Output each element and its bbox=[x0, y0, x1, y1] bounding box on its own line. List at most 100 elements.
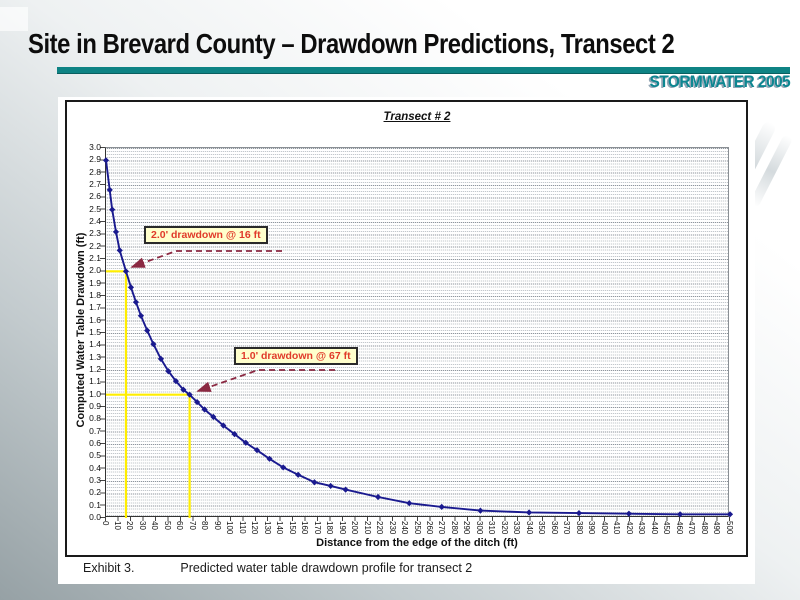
x-tick-label: 310 bbox=[487, 521, 497, 535]
chart-title: Transect # 2 bbox=[383, 111, 451, 123]
yellow-reference-lines bbox=[106, 270, 191, 518]
x-tick-label: 220 bbox=[375, 521, 385, 535]
x-tick-label: 50 bbox=[162, 521, 172, 530]
drawdown-curve-chart bbox=[102, 157, 734, 518]
x-tick-label: 100 bbox=[225, 521, 235, 535]
x-tick-label: 400 bbox=[599, 521, 609, 535]
x-tick-label: 20 bbox=[125, 521, 135, 530]
x-tick-label: 120 bbox=[250, 521, 260, 535]
x-tick-label: 360 bbox=[549, 521, 559, 535]
y-tick-label: 0.3 bbox=[89, 475, 101, 485]
y-tick-label: 2.3 bbox=[89, 228, 101, 239]
x-tick-label: 190 bbox=[337, 521, 347, 535]
x-tick-label: 0 bbox=[100, 521, 110, 526]
x-tick-label: 500 bbox=[724, 521, 734, 535]
x-tick-label: 90 bbox=[212, 521, 222, 530]
y-tick-label: 1.3 bbox=[89, 351, 101, 362]
y-tick-label: 2.7 bbox=[89, 179, 101, 189]
stormwater-2005-logo: STORMWATER 2005 bbox=[649, 72, 790, 91]
x-tick-label: 250 bbox=[412, 521, 422, 535]
x-tick-label: 480 bbox=[699, 521, 709, 535]
x-tick-label: 150 bbox=[287, 521, 297, 535]
x-tick-label: 420 bbox=[624, 521, 634, 535]
y-tick-label: 1.5 bbox=[89, 327, 101, 337]
x-tick-label: 230 bbox=[387, 521, 397, 535]
x-tick-label: 10 bbox=[112, 521, 122, 530]
annotation-callout: 2.0' drawdown @ 16 ft bbox=[144, 226, 268, 244]
y-tick-label: 1.1 bbox=[89, 376, 101, 387]
y-tick-label: 1.4 bbox=[89, 339, 101, 350]
x-tick-label: 140 bbox=[275, 521, 285, 535]
y-tick-label: 1.6 bbox=[89, 314, 101, 325]
drawdown-series bbox=[102, 157, 734, 518]
x-tick-label: 350 bbox=[537, 521, 547, 535]
x-tick-label: 450 bbox=[662, 521, 672, 535]
y-tick-label: 3.0 bbox=[89, 142, 101, 152]
corner-highlight bbox=[0, 7, 28, 31]
x-tick-label: 160 bbox=[300, 521, 310, 535]
x-tick-label: 370 bbox=[562, 521, 572, 535]
x-tick-label: 60 bbox=[175, 521, 185, 530]
x-tick-label: 210 bbox=[362, 521, 372, 535]
chart-frame: Transect # 2 Computed Water Table Drawdo… bbox=[65, 100, 748, 557]
y-axis-tick-marks bbox=[100, 147, 105, 518]
x-tick-label: 260 bbox=[424, 521, 434, 535]
x-tick-label: 240 bbox=[400, 521, 410, 535]
x-tick-label: 70 bbox=[187, 521, 197, 530]
x-tick-label: 460 bbox=[674, 521, 684, 535]
y-tick-label: 2.0 bbox=[89, 265, 101, 276]
x-tick-label: 110 bbox=[237, 521, 247, 534]
x-tick-label: 390 bbox=[587, 521, 597, 535]
caption-text: Predicted water table drawdown profile f… bbox=[180, 561, 473, 575]
x-tick-label: 30 bbox=[137, 521, 147, 530]
y-tick-label: 2.6 bbox=[89, 191, 101, 202]
y-tick-label: 2.2 bbox=[89, 240, 101, 251]
y-tick-label: 0.9 bbox=[89, 401, 101, 411]
x-tick-label: 270 bbox=[437, 521, 447, 535]
page-title: Site in Brevard County – Drawdown Predic… bbox=[28, 28, 675, 59]
x-tick-label: 300 bbox=[474, 521, 484, 535]
x-tick-label: 280 bbox=[449, 521, 459, 535]
plot-area: 2.0' drawdown @ 16 ft 1.0' drawdown @ 67 … bbox=[102, 147, 734, 518]
y-tick-label: 0.5 bbox=[89, 450, 101, 461]
title-divider-rule bbox=[57, 67, 790, 74]
y-tick-label: 0.0 bbox=[89, 512, 101, 522]
y-tick-label: 0.6 bbox=[89, 438, 101, 448]
y-tick-label: 2.5 bbox=[89, 203, 101, 214]
x-tick-label: 380 bbox=[574, 521, 584, 535]
exhibit-caption: Exhibit 3. Predicted water table drawdown… bbox=[83, 561, 472, 575]
x-tick-label: 320 bbox=[499, 521, 509, 535]
y-tick-label: 0.2 bbox=[89, 487, 101, 498]
x-tick-label: 180 bbox=[325, 521, 335, 535]
annotation-callout: 1.0' drawdown @ 67 ft bbox=[234, 347, 358, 365]
y-tick-label: 1.9 bbox=[89, 277, 101, 288]
y-tick-label: 1.0 bbox=[89, 388, 101, 399]
y-tick-label: 0.8 bbox=[89, 413, 101, 424]
y-tick-label: 0.4 bbox=[89, 462, 101, 473]
x-tick-label: 490 bbox=[712, 521, 722, 535]
x-tick-label: 80 bbox=[200, 521, 210, 530]
x-tick-label: 170 bbox=[312, 521, 322, 535]
content-panel: Transect # 2 Computed Water Table Drawdo… bbox=[58, 97, 755, 584]
x-tick-label: 330 bbox=[512, 521, 522, 535]
x-tick-label: 340 bbox=[524, 521, 534, 535]
y-tick-label: 1.7 bbox=[89, 302, 101, 313]
annotation-arrows bbox=[130, 250, 335, 392]
y-tick-label: 2.4 bbox=[89, 216, 101, 226]
y-tick-label: 0.7 bbox=[89, 425, 101, 436]
y-tick-label: 1.2 bbox=[89, 364, 101, 374]
x-tick-label: 430 bbox=[637, 521, 647, 535]
y-tick-label: 0.1 bbox=[89, 499, 101, 510]
y-tick-label: 2.1 bbox=[89, 253, 101, 263]
x-tick-label: 130 bbox=[262, 521, 272, 535]
x-tick-label: 40 bbox=[150, 521, 160, 530]
y-tick-label: 2.9 bbox=[89, 154, 101, 165]
x-tick-label: 290 bbox=[462, 521, 472, 535]
x-tick-label: 440 bbox=[649, 521, 659, 535]
y-tick-label: 1.8 bbox=[89, 290, 101, 300]
x-tick-label: 470 bbox=[687, 521, 697, 535]
caption-label: Exhibit 3. bbox=[83, 561, 135, 575]
y-tick-label: 2.8 bbox=[89, 166, 101, 177]
x-tick-label: 200 bbox=[350, 521, 360, 535]
